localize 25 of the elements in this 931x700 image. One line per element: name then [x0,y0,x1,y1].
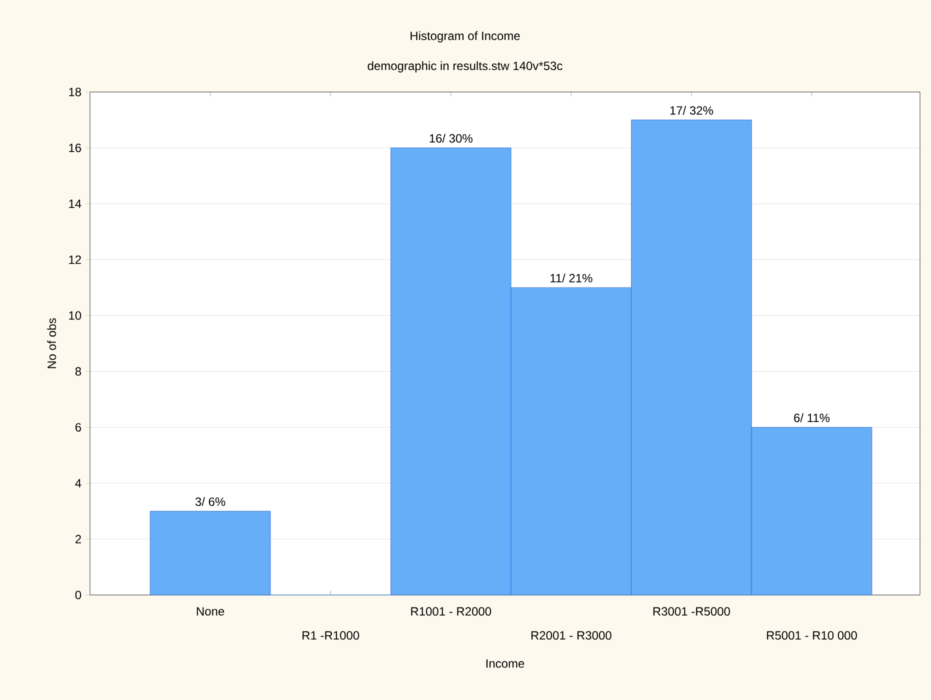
y-tick-label: 6 [75,423,82,432]
x-tick-label: R5001 - R10 000 [767,631,857,640]
chart-title: Histogram of Income [410,31,520,42]
y-tick-label: 12 [69,255,81,264]
x-axis-title: Income [486,659,524,668]
y-tick-label: 18 [69,88,82,96]
y-tick-label: 4 [75,479,82,488]
data-label: 17/ 32% [670,106,714,115]
y-tick-label: 10 [69,311,82,320]
x-tick-label: None [196,607,224,616]
y-tick-label: 0 [75,590,82,600]
data-label: 6/ 11% [794,413,830,422]
y-tick-label: 2 [75,534,81,544]
data-label: 11/ 21% [550,274,592,282]
x-tick-label: R3001 -R5000 [653,607,730,616]
x-tick-label: R2001 - R3000 [531,631,612,640]
y-axis-title: No of obs [47,318,56,368]
y-tick-label: 14 [69,200,82,208]
x-tick-label: R1001 - R2000 [411,607,492,616]
chart-subtitle: demographic in results.stw 140v*53c [368,61,562,72]
y-tick-label: 8 [75,367,82,376]
x-tick-label: R1 -R1000 [302,631,360,640]
y-tick-label: 16 [69,144,82,152]
data-label: 3/ 6% [195,497,226,506]
data-label: 16/ 30% [430,134,472,143]
